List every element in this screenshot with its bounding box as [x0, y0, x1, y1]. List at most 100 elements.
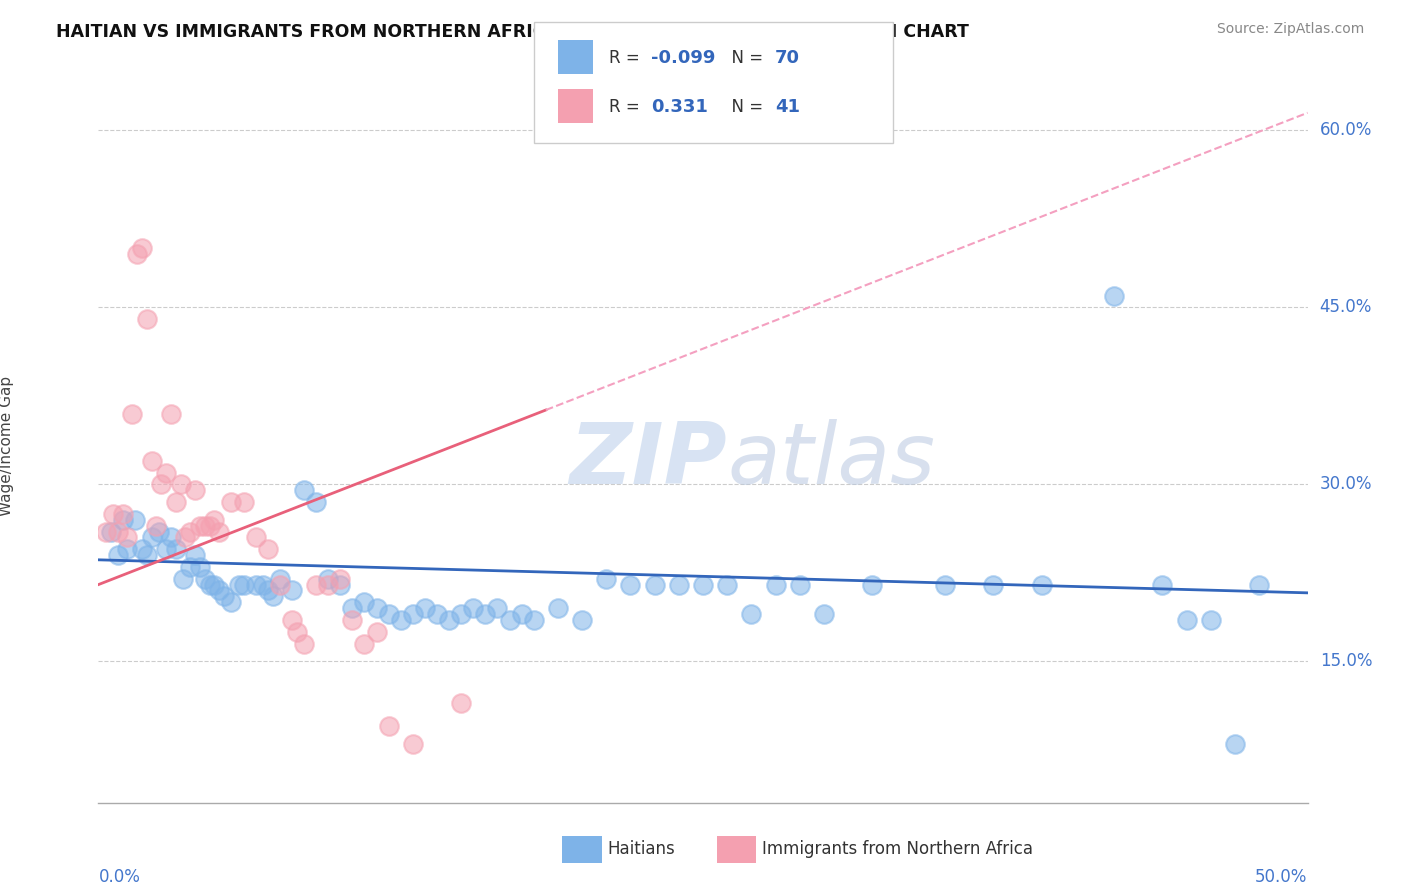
Point [117, 530, 139, 544]
Point [124, 513, 146, 527]
Point [188, 560, 211, 574]
Point [402, 737, 425, 751]
Text: 30.0%: 30.0% [1320, 475, 1372, 493]
Text: Source: ZipAtlas.com: Source: ZipAtlas.com [1216, 22, 1364, 37]
Point [413, 601, 436, 615]
Point [269, 577, 291, 591]
Point [179, 560, 201, 574]
Text: R =: R = [609, 98, 645, 116]
Point [498, 613, 520, 627]
Point [169, 477, 191, 491]
Point [281, 613, 304, 627]
Point [194, 572, 217, 586]
Text: Wage/Income Gap: Wage/Income Gap [0, 376, 14, 516]
Point [366, 601, 388, 615]
Point [437, 613, 460, 627]
Text: -0.099: -0.099 [651, 49, 716, 67]
Text: N =: N = [721, 98, 769, 116]
Point [262, 590, 284, 604]
Point [377, 607, 399, 621]
Point [1249, 577, 1271, 591]
Point [1175, 613, 1198, 627]
Point [131, 542, 153, 557]
Point [305, 495, 328, 509]
Point [402, 607, 425, 621]
Point [184, 483, 207, 498]
Point [789, 577, 811, 591]
Point [1199, 613, 1222, 627]
Point [212, 590, 235, 604]
Point [141, 454, 163, 468]
Point [377, 719, 399, 733]
Text: R =: R = [609, 49, 645, 67]
Point [740, 607, 762, 621]
Point [228, 577, 250, 591]
Point [281, 583, 304, 598]
Point [292, 636, 315, 650]
Text: Haitians: Haitians [607, 840, 675, 858]
Text: 60.0%: 60.0% [1320, 121, 1372, 139]
Point [981, 577, 1004, 591]
Text: 70: 70 [775, 49, 800, 67]
Point [1223, 737, 1246, 751]
Point [353, 595, 375, 609]
Point [131, 242, 153, 256]
Point [256, 583, 278, 598]
Text: 50.0%: 50.0% [1256, 868, 1308, 886]
Text: 0.331: 0.331 [651, 98, 707, 116]
Point [934, 577, 956, 591]
Point [111, 507, 134, 521]
Point [292, 483, 315, 498]
Point [155, 542, 177, 557]
Point [111, 513, 134, 527]
Point [329, 572, 352, 586]
Point [668, 577, 690, 591]
Point [160, 530, 183, 544]
Point [148, 524, 170, 539]
Point [316, 577, 339, 591]
Point [179, 524, 201, 539]
Point [1102, 288, 1125, 302]
Point [245, 530, 267, 544]
Point [252, 577, 274, 591]
Point [107, 524, 129, 539]
Point [127, 247, 149, 261]
Point [208, 524, 231, 539]
Point [155, 466, 177, 480]
Point [547, 601, 569, 615]
Text: ZIP: ZIP [569, 418, 727, 502]
Point [329, 577, 352, 591]
Point [316, 572, 339, 586]
Point [141, 530, 163, 544]
Point [160, 407, 183, 421]
Point [389, 613, 412, 627]
Point [450, 696, 472, 710]
Point [172, 572, 194, 586]
Point [165, 495, 187, 509]
Point [135, 548, 157, 562]
Point [285, 624, 308, 639]
Point [121, 407, 143, 421]
Point [342, 613, 364, 627]
Point [107, 548, 129, 562]
Text: 45.0%: 45.0% [1320, 299, 1372, 317]
Point [245, 577, 267, 591]
Point [765, 577, 787, 591]
Point [716, 577, 738, 591]
Point [194, 518, 217, 533]
Point [198, 518, 221, 533]
Point [165, 542, 187, 557]
Point [366, 624, 388, 639]
Point [644, 577, 666, 591]
Point [510, 607, 533, 621]
Point [101, 507, 124, 521]
Text: Immigrants from Northern Africa: Immigrants from Northern Africa [762, 840, 1033, 858]
Point [256, 542, 278, 557]
Point [208, 583, 231, 598]
Point [198, 577, 221, 591]
Point [426, 607, 449, 621]
Point [94, 524, 117, 539]
Point [269, 572, 291, 586]
Point [174, 530, 197, 544]
Point [221, 495, 243, 509]
